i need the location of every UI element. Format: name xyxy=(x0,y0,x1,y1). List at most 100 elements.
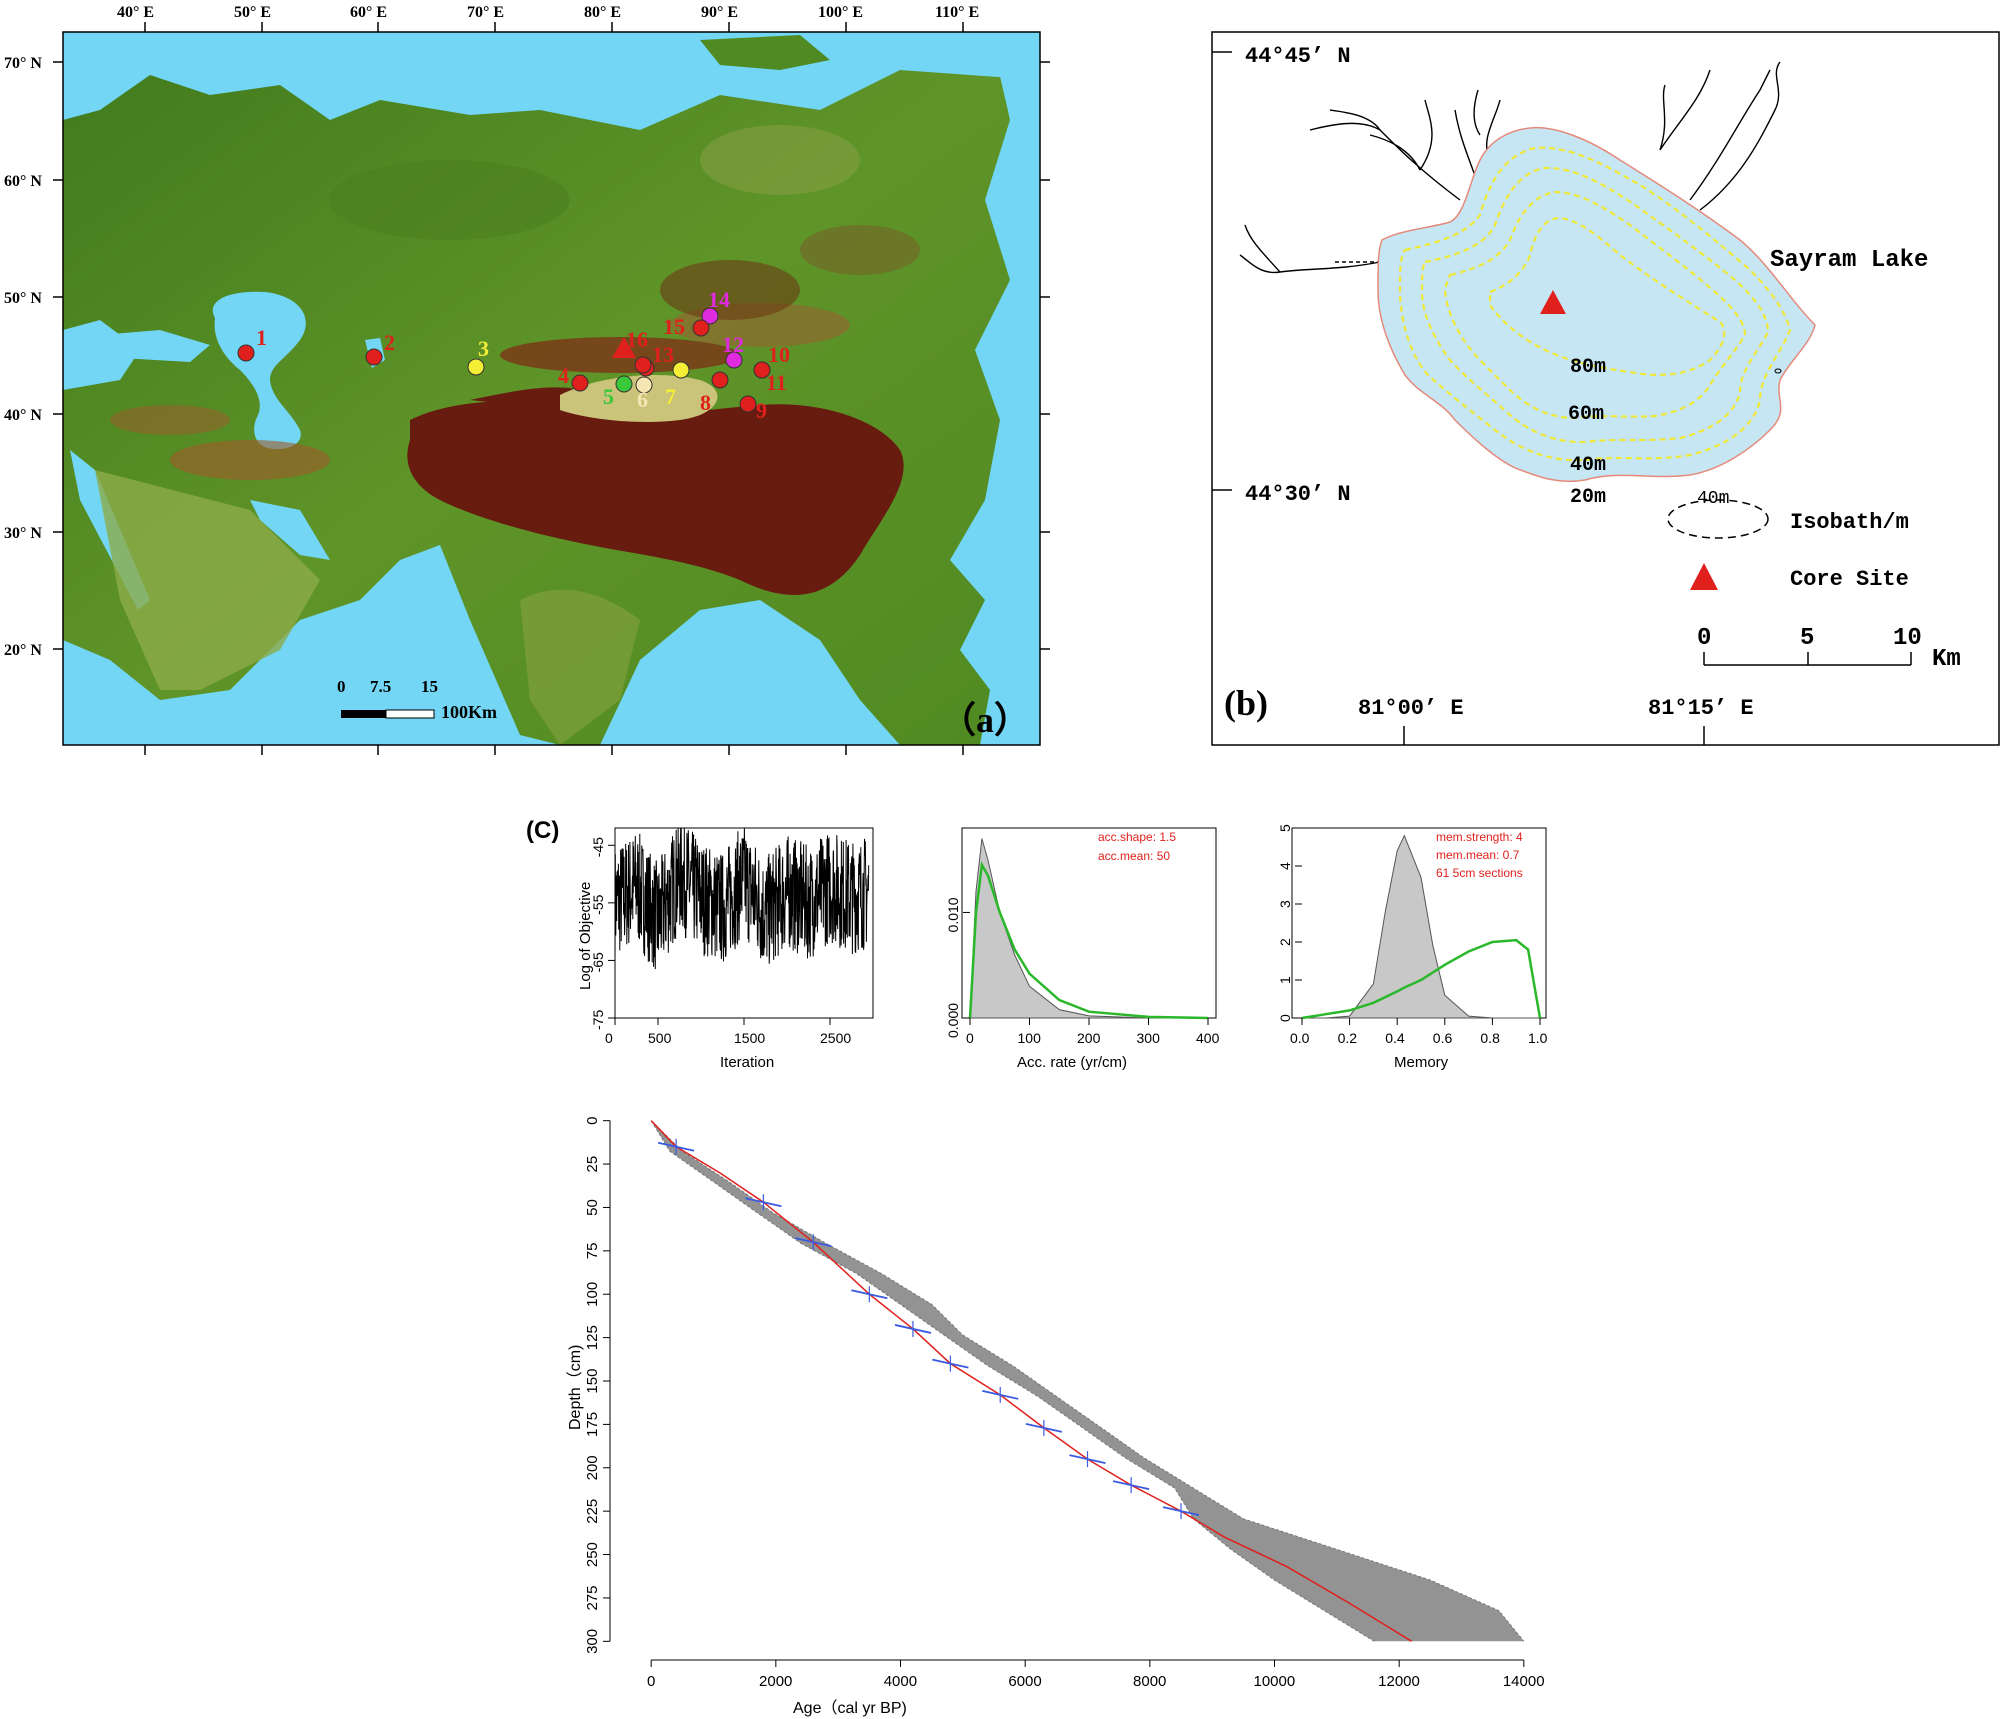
site-5-label: 5 xyxy=(603,384,614,409)
site-8-marker xyxy=(711,371,729,389)
scale-b-0: 0 xyxy=(1697,625,1711,652)
isobath-40: 40m xyxy=(1570,454,1606,477)
lon-tick-label: 40° E xyxy=(117,4,154,21)
xtick-label: 0.6 xyxy=(1433,1030,1453,1046)
ad-xtick-label: 14000 xyxy=(1503,1673,1545,1690)
site-4-marker xyxy=(571,374,589,392)
ytick-label: 2 xyxy=(1277,938,1293,946)
lon-tick-labels: 40° E 50° E 60° E 70° E 80° E 90° E 100° E 110°… xyxy=(117,4,979,755)
site-6-label: 6 xyxy=(637,387,648,412)
trace-ticks: 0 500 1500 2500 -45 -55 -65 -75 xyxy=(590,837,851,1046)
mem-annot-1: mem.strength: 4 xyxy=(1436,830,1523,844)
ad-ytick-label: 300 xyxy=(584,1629,601,1654)
scale-unit: 100Km xyxy=(441,702,497,722)
xtick-label: 200 xyxy=(1077,1030,1101,1046)
age-depth-plot: 0 2000 4000 6000 8000 10000 12000 14000 0 25 50 75 1… xyxy=(566,1117,1545,1717)
isobath-80: 80m xyxy=(1570,356,1606,379)
panel-b: 44°45’ N 44°30’ N 81°00’ E 81°15’ E 80m xyxy=(1211,31,2000,746)
ad-ytick-label: 175 xyxy=(584,1412,601,1437)
site-10-label: 10 xyxy=(768,342,790,367)
ad-xtick-label: 10000 xyxy=(1254,1673,1296,1690)
acc-annot-1: acc.shape: 1.5 xyxy=(1098,830,1176,844)
isobath-60: 60m xyxy=(1568,403,1604,426)
scale-label-15: 15 xyxy=(421,677,438,696)
ad-ytick-label: 275 xyxy=(584,1586,601,1611)
scale-label-0: 0 xyxy=(337,677,346,696)
site-11-label: 11 xyxy=(766,370,787,395)
site-7-marker xyxy=(672,361,690,379)
ad-ytick-label: 225 xyxy=(584,1499,601,1524)
site-4-label: 4 xyxy=(558,363,569,388)
age-depth-upper-bound xyxy=(650,1120,1375,1642)
panel-c-label: (C) xyxy=(526,817,559,844)
mem-annot-2: mem.mean: 0.7 xyxy=(1436,848,1520,862)
lat-tick-labels: 70° N 60° N 50° N 40° N 30° N 20° N xyxy=(4,55,1050,659)
inflow-streams xyxy=(1239,61,1781,274)
site-8-label: 8 xyxy=(700,390,711,415)
trace-ylabel: Log of Objective xyxy=(577,882,594,990)
lat-tick-label: 40° N xyxy=(4,407,42,424)
isobath-20: 20m xyxy=(1570,486,1606,509)
ad-xtick-label: 2000 xyxy=(759,1673,792,1690)
site-15-marker xyxy=(692,319,710,337)
legend-core-label: Core Site xyxy=(1790,567,1909,592)
lat-tick-label: 50° N xyxy=(4,290,42,307)
panel-b-label: (b) xyxy=(1224,683,1268,723)
ad-ytick-label: 125 xyxy=(584,1325,601,1350)
panel-a-label: （a） xyxy=(940,700,1030,740)
lat-tick-label: 20° N xyxy=(4,642,42,659)
ytick-label: 3 xyxy=(1277,900,1293,908)
ytick-label: 0.010 xyxy=(945,897,961,932)
ad-ytick-label: 100 xyxy=(584,1282,601,1307)
xtick-label: 0.4 xyxy=(1385,1030,1405,1046)
xtick-label: 400 xyxy=(1196,1030,1220,1046)
legend-b: 40m Isobath/m Core Site xyxy=(1667,489,1909,592)
trace-ytick-label: -55 xyxy=(590,894,606,914)
scale-label-7-5: 7.5 xyxy=(370,677,391,696)
xtick-label: 0.2 xyxy=(1338,1030,1358,1046)
site-6-marker xyxy=(635,376,653,394)
site-12-label: 12 xyxy=(722,332,744,357)
scale-b-10: 10 xyxy=(1893,625,1922,652)
trace-xtick-label: 500 xyxy=(648,1030,672,1046)
ad-xtick-label: 8000 xyxy=(1133,1673,1166,1690)
lat-tick-label: 30° N xyxy=(4,525,42,542)
xtick-label: 0.8 xyxy=(1480,1030,1500,1046)
lat-tick-label: 70° N xyxy=(4,55,42,72)
mem-ticks: 0.0 0.2 0.4 0.6 0.8 1.0 0 1 2 3 4 5 xyxy=(1277,824,1548,1046)
site-3-label: 3 xyxy=(478,336,489,361)
ad-xtick-label: 0 xyxy=(647,1673,655,1690)
ad-xtick-label: 12000 xyxy=(1378,1673,1420,1690)
ad-ytick-label: 25 xyxy=(584,1156,601,1173)
trace-xtick-label: 1500 xyxy=(734,1030,765,1046)
caspian-sea xyxy=(212,291,306,450)
trace-line xyxy=(614,827,870,970)
tibetan-plateau xyxy=(407,401,904,595)
site-15-label: 15 xyxy=(663,314,685,339)
xtick-label: 0.0 xyxy=(1290,1030,1310,1046)
legend-isobath-sample: 40m xyxy=(1697,489,1729,509)
ytick-label: 1 xyxy=(1277,976,1293,984)
site-16-marker xyxy=(634,356,652,374)
site-14-marker xyxy=(701,307,719,325)
ad-ytick-label: 250 xyxy=(584,1542,601,1567)
age-depth-lower-bound xyxy=(650,1120,1525,1642)
ad-xtick-label: 6000 xyxy=(1008,1673,1041,1690)
age-depth-ticks: 0 2000 4000 6000 8000 10000 12000 14000 0 25 50 75 1… xyxy=(584,1117,1545,1690)
xtick-label: 100 xyxy=(1018,1030,1042,1046)
lat-tick-label: 60° N xyxy=(4,173,42,190)
ad-xtick-label: 4000 xyxy=(884,1673,917,1690)
site-1-marker xyxy=(237,344,255,362)
site-9-marker xyxy=(739,395,757,413)
scale-b-unit: Km xyxy=(1932,646,1961,673)
trace-xlabel: Iteration xyxy=(720,1054,774,1071)
ad-xlabel: Age（cal yr BP) xyxy=(793,1699,907,1717)
core-site-triangle-b xyxy=(1540,290,1566,314)
acc-ticks: 0 100 200 300 400 0.000 0.010 xyxy=(945,897,1220,1046)
lon-tick-label: 70° E xyxy=(467,4,504,21)
site-11-marker xyxy=(753,361,771,379)
ytick-label: 5 xyxy=(1277,824,1293,832)
acc-annot-2: acc.mean: 50 xyxy=(1098,849,1170,863)
site-1-label: 1 xyxy=(256,325,267,350)
